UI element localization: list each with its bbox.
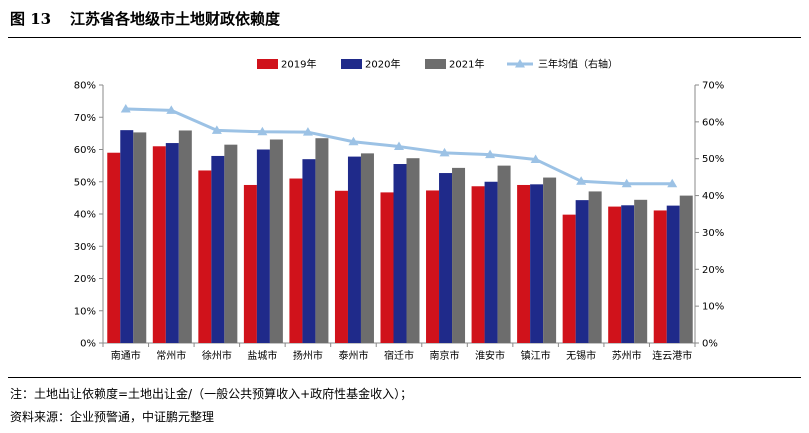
bar-2019 — [243, 184, 257, 343]
x-tick-label: 南通市 — [111, 349, 141, 362]
y-left-tick-label: 80% — [74, 81, 96, 92]
y-right-tick-label: 30% — [702, 228, 724, 239]
bar-2021 — [360, 153, 374, 343]
line-point — [211, 125, 222, 134]
bar-2019 — [107, 152, 121, 343]
legend-swatch — [425, 59, 446, 69]
figure-number: 图 13 — [10, 10, 52, 28]
bar-2020 — [484, 181, 498, 343]
y-left-tick-label: 50% — [74, 177, 96, 188]
line-point — [530, 154, 541, 163]
chart: 0% 10% 20% 30% 40% 50% 60% 70% 80% 0% 10% 20% 30% 40%… — [74, 58, 724, 363]
line-point — [576, 176, 587, 185]
bar-2019 — [334, 190, 348, 343]
bar-2019 — [562, 214, 576, 343]
y-left-tick-label: 20% — [74, 274, 96, 285]
bar-2021 — [224, 144, 238, 343]
bar-2021 — [315, 138, 329, 343]
bar-2020 — [439, 173, 453, 343]
x-tick-label: 泰州市 — [338, 349, 368, 362]
x-tick-label: 淮安市 — [475, 349, 505, 362]
y-left-tick-label: 10% — [74, 306, 96, 317]
bar-2020 — [530, 184, 544, 343]
figure-title: 江苏省各地级市土地财政依赖度 — [70, 10, 281, 28]
x-tick-label: 苏州市 — [612, 349, 642, 362]
x-tick-label: 徐州市 — [202, 349, 232, 362]
x-tick-label: 盐城市 — [247, 349, 277, 362]
bar-2020 — [302, 159, 316, 343]
bar-2020 — [347, 156, 361, 343]
bar-2020 — [256, 149, 270, 343]
x-tick-label: 无锡市 — [566, 349, 596, 362]
legend-label: 三年均值（右轴） — [538, 58, 618, 71]
bar-2019 — [152, 146, 166, 343]
line-point — [257, 126, 268, 136]
x-tick-label: 宿迁市 — [384, 349, 414, 362]
bar-2021 — [588, 191, 602, 343]
line-point — [166, 105, 177, 114]
bar-2020 — [211, 155, 225, 343]
bar-2020 — [120, 130, 134, 343]
line-point — [667, 178, 678, 188]
x-tick-label: 南京市 — [430, 349, 460, 362]
x-tick-label: 扬州市 — [293, 349, 323, 362]
legend-label: 2020年 — [365, 58, 400, 71]
bar-2019 — [289, 178, 303, 343]
bar-2021 — [679, 195, 693, 343]
line-point — [621, 178, 632, 188]
legend-label: 2019年 — [281, 58, 316, 71]
y-left-tick-label: 30% — [74, 242, 96, 253]
y-left-tick-label: 40% — [74, 210, 96, 221]
footer-rule — [8, 377, 801, 378]
y-left-tick-label: 70% — [74, 113, 96, 124]
bar-2021 — [634, 199, 648, 343]
bar-2019 — [426, 190, 440, 343]
legend-line-marker — [515, 59, 525, 68]
y-right-tick-label: 0% — [702, 339, 718, 350]
legend-label: 2021年 — [449, 58, 484, 71]
bar-2019 — [471, 186, 485, 343]
bar-2021 — [178, 130, 192, 343]
y-left-tick-label: 60% — [74, 145, 96, 156]
bar-2020 — [165, 143, 179, 343]
y-right-tick-label: 10% — [702, 302, 724, 313]
bar-2020 — [393, 164, 407, 343]
line-point — [348, 136, 359, 146]
bar-2019 — [517, 184, 531, 343]
bar-2021 — [543, 177, 557, 343]
bar-2021 — [133, 132, 147, 343]
bar-2021 — [497, 165, 511, 343]
y-right-tick-label: 20% — [702, 265, 724, 276]
y-right-tick-label: 60% — [702, 117, 724, 128]
bar-2020 — [621, 205, 635, 343]
bar-2021 — [269, 139, 283, 343]
figure-source: 资料来源：企业预警通，中证鹏元整理 — [10, 410, 215, 424]
bar-2019 — [653, 210, 667, 343]
bar-2019 — [198, 170, 212, 343]
bar-2019 — [380, 192, 394, 343]
bar-2020 — [666, 205, 680, 343]
line-point — [394, 141, 404, 151]
y-right-tick-label: 40% — [702, 191, 724, 202]
bar-2021 — [406, 158, 420, 343]
y-right-tick-label: 70% — [702, 81, 724, 92]
line-point — [485, 149, 496, 159]
y-left-tick-label: 0% — [80, 339, 96, 350]
header-rule — [8, 37, 801, 38]
bar-2020 — [575, 200, 589, 343]
x-tick-label: 常州市 — [156, 349, 186, 362]
figure-header: 图 13 江苏省各地级市土地财政依赖度 — [0, 0, 809, 38]
bar-2021 — [452, 167, 466, 343]
bar-2019 — [608, 206, 622, 343]
x-tick-label: 连云港市 — [652, 349, 692, 362]
legend-swatch — [341, 59, 362, 69]
x-tick-label: 镇江市 — [521, 349, 551, 362]
legend-swatch — [257, 59, 278, 69]
figure-note: 注：土地出让依赖度=土地出让金/（一般公共预算收入+政府性基金收入）； — [10, 387, 413, 401]
line-point — [120, 103, 131, 113]
line-point — [439, 147, 450, 157]
y-right-tick-label: 50% — [702, 154, 724, 165]
line-point — [302, 127, 313, 136]
